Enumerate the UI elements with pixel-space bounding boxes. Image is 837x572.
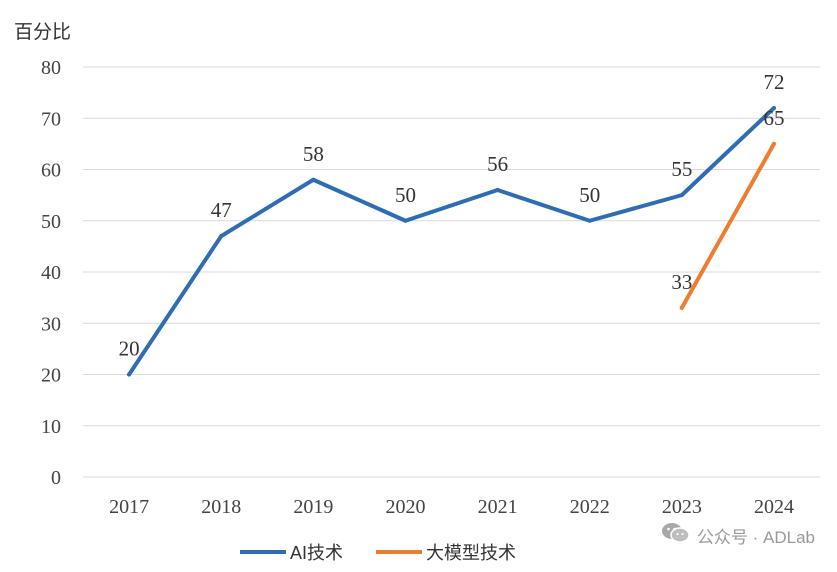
y-tick-label: 70 [41, 108, 61, 130]
data-label: 56 [487, 152, 508, 176]
x-tick-label: 2022 [570, 496, 610, 518]
y-tick-label: 40 [41, 262, 61, 284]
x-tick-label: 2019 [293, 496, 333, 518]
data-label: 50 [395, 183, 416, 207]
data-label: 72 [763, 70, 784, 94]
y-tick-label: 50 [41, 211, 61, 233]
y-tick-label: 0 [51, 467, 61, 489]
series-lines [127, 106, 776, 377]
gridlines [83, 66, 820, 478]
x-tick-label: 2018 [201, 496, 241, 518]
legend: AI技术 大模型技术 [240, 543, 516, 563]
watermark: 公众号 · ADLab [661, 521, 815, 550]
series-line-1 [127, 106, 776, 377]
x-tick-label: 2021 [478, 496, 518, 518]
data-point [679, 305, 684, 310]
data-labels: 20 47 58 50 56 50 55 72 33 65 [119, 70, 785, 361]
wechat-icon [661, 521, 691, 550]
y-tick-label: 30 [41, 313, 61, 335]
data-label: 47 [211, 198, 232, 222]
y-axis-ticks: 0 10 20 30 40 50 60 70 80 [41, 57, 61, 489]
series-line-2 [679, 141, 776, 310]
data-point [403, 218, 408, 223]
data-point [311, 177, 316, 182]
y-tick-label: 10 [41, 416, 61, 438]
data-label: 50 [579, 183, 600, 207]
y-tick-label: 20 [41, 365, 61, 387]
y-tick-label: 60 [41, 160, 61, 182]
data-point [771, 106, 776, 110]
legend-label: 大模型技术 [426, 543, 516, 563]
data-point [127, 372, 132, 377]
x-tick-label: 2017 [109, 496, 149, 518]
data-label: 58 [303, 142, 324, 166]
data-label: 65 [763, 106, 784, 130]
data-point [771, 141, 776, 146]
data-label: 33 [671, 270, 692, 294]
data-point [219, 234, 224, 239]
data-point [679, 193, 684, 198]
data-point [495, 188, 500, 192]
data-point [587, 218, 592, 223]
watermark-text: 公众号 · ADLab [696, 528, 815, 547]
legend-label: AI技术 [290, 543, 343, 563]
x-tick-label: 2020 [385, 496, 425, 518]
y-axis-label: 百分比 [14, 21, 71, 43]
data-label: 20 [119, 337, 140, 361]
x-axis-ticks: 2017 2018 2019 2020 2021 2022 2023 2024 [109, 496, 794, 518]
y-tick-label: 80 [41, 57, 61, 79]
x-tick-label: 2023 [662, 496, 702, 518]
data-label: 55 [671, 157, 692, 181]
x-tick-label: 2024 [754, 496, 794, 518]
